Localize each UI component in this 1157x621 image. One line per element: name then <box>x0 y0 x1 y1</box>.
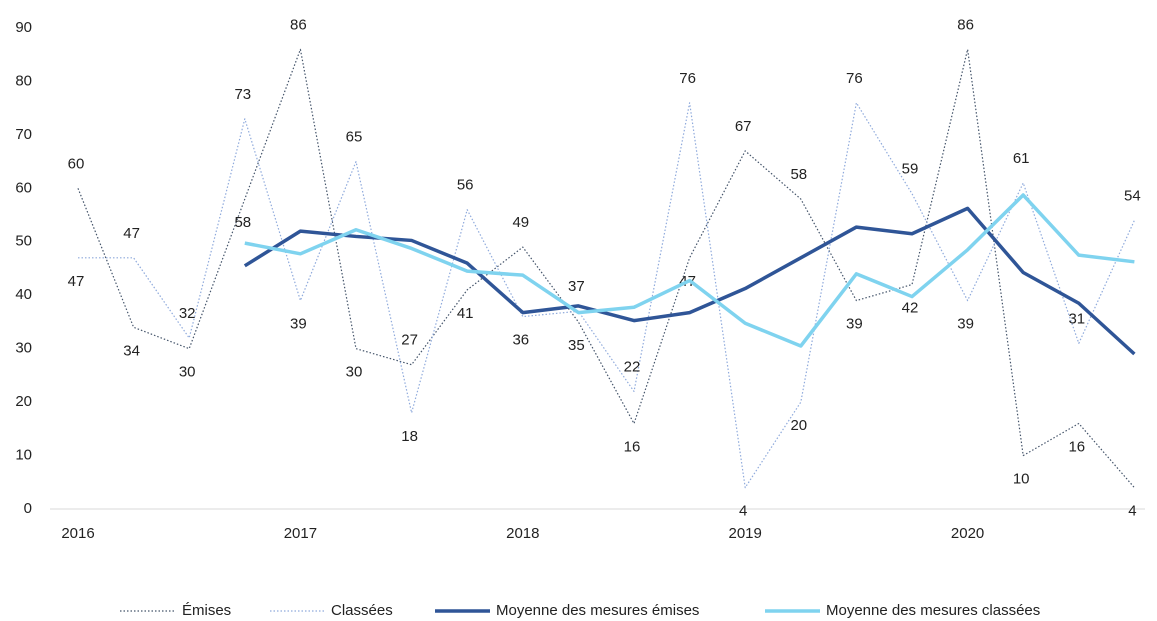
y-tick-label: 20 <box>15 393 32 410</box>
x-tick-label: 2019 <box>729 525 762 542</box>
y-tick-label: 70 <box>15 126 32 143</box>
data-label: 47 <box>123 225 140 242</box>
data-label: 20 <box>790 417 807 434</box>
y-tick-label: 40 <box>15 286 32 303</box>
data-label: 4 <box>1128 503 1136 520</box>
data-label: 16 <box>1068 438 1085 455</box>
data-label: 47 <box>68 273 85 290</box>
data-label: 59 <box>902 161 919 178</box>
data-label: 37 <box>568 278 585 295</box>
data-label: 58 <box>234 214 251 231</box>
data-label: 32 <box>179 305 196 322</box>
data-label: 76 <box>846 70 863 87</box>
y-tick-label: 80 <box>15 72 32 89</box>
legend-label: Émises <box>182 602 231 619</box>
data-label: 36 <box>512 332 529 349</box>
x-tick-label: 2020 <box>951 525 984 542</box>
data-label: 76 <box>679 70 696 87</box>
series-line <box>244 193 1135 348</box>
y-tick-label: 90 <box>15 19 32 36</box>
series-line <box>78 102 1135 489</box>
data-label: 41 <box>457 305 474 322</box>
data-label: 31 <box>1068 310 1085 327</box>
y-tick-label: 0 <box>24 500 32 517</box>
data-label: 16 <box>624 438 641 455</box>
x-tick-label: 2017 <box>284 525 317 542</box>
data-label: 4 <box>739 503 747 520</box>
data-label: 39 <box>957 316 974 333</box>
y-tick-label: 10 <box>15 447 32 464</box>
x-tick-label: 2016 <box>61 525 94 542</box>
data-label: 18 <box>401 428 418 445</box>
legend-label: Classées <box>331 602 393 619</box>
data-label: 86 <box>957 16 974 33</box>
legend-label: Moyenne des mesures émises <box>496 602 699 619</box>
data-label: 34 <box>123 342 140 359</box>
data-label: 54 <box>1124 187 1141 204</box>
data-label: 22 <box>624 358 641 375</box>
data-label: 58 <box>790 166 807 183</box>
data-label: 56 <box>457 177 474 194</box>
x-tick-label: 2018 <box>506 525 539 542</box>
data-label: 86 <box>290 16 307 33</box>
series-line <box>77 48 1135 489</box>
data-label: 10 <box>1013 471 1030 488</box>
data-label: 39 <box>290 316 307 333</box>
data-label: 42 <box>902 300 919 317</box>
data-label: 30 <box>346 364 363 381</box>
data-label: 30 <box>179 364 196 381</box>
data-label: 27 <box>401 332 418 349</box>
data-label: 67 <box>735 118 752 135</box>
data-label: 61 <box>1013 150 1030 167</box>
data-label: 73 <box>234 86 251 103</box>
data-label: 35 <box>568 337 585 354</box>
data-label: 65 <box>346 129 363 146</box>
legend-label: Moyenne des mesures classées <box>826 602 1040 619</box>
data-label: 60 <box>68 155 85 172</box>
data-label: 49 <box>512 214 529 231</box>
y-tick-label: 50 <box>15 233 32 250</box>
y-tick-label: 30 <box>15 340 32 357</box>
y-tick-label: 60 <box>15 179 32 196</box>
data-label: 39 <box>846 316 863 333</box>
